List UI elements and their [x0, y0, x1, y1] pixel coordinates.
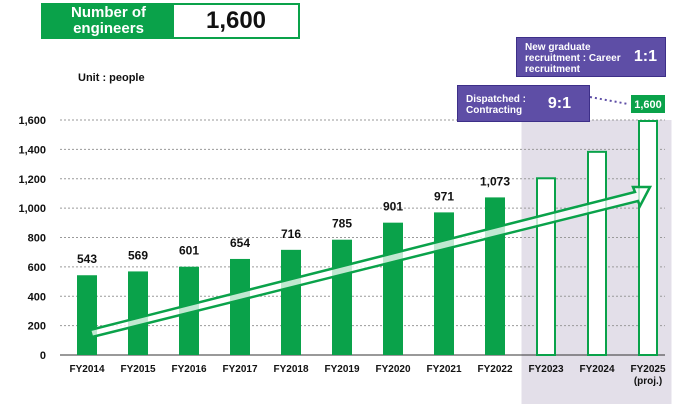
- recruitment-ratio-label: New graduate recruitment : Career recrui…: [525, 42, 621, 75]
- bar-fy2014: [77, 275, 97, 355]
- y-tick-label: 400: [28, 291, 46, 303]
- value-label: 601: [179, 244, 199, 258]
- bar-fy2021: [434, 212, 454, 355]
- bar-fy2018: [281, 249, 301, 355]
- bar-fy2025: [638, 120, 658, 356]
- x-tick-label: FY2021: [426, 364, 461, 375]
- value-label: 901: [383, 200, 403, 214]
- x-tick-label: FY2018: [273, 364, 308, 375]
- dispatch-ratio-note: Dispatched : Contracting 9:1: [457, 85, 590, 122]
- x-tick-label: FY2025: [630, 364, 665, 375]
- bar-fy2022: [485, 197, 505, 355]
- bar-fy2020: [383, 222, 403, 355]
- x-tick-label: FY2017: [222, 364, 257, 375]
- y-tick-label: 1,600: [18, 115, 46, 127]
- unit-label: Unit : people: [78, 72, 145, 84]
- recruitment-ratio-note: New graduate recruitment : Career recrui…: [516, 37, 666, 77]
- value-label: 1,073: [480, 174, 510, 188]
- y-tick-label: 0: [40, 350, 46, 362]
- header-value: 1,600: [205, 7, 267, 34]
- note-connector: [589, 96, 629, 105]
- value-label: 716: [281, 227, 301, 241]
- x-tick-label: FY2024: [579, 364, 614, 375]
- bar-fy2015: [128, 271, 148, 355]
- header-label: Number of engineers: [43, 5, 174, 37]
- dispatch-ratio-value: 9:1: [547, 95, 571, 112]
- x-tick-label: FY2023: [528, 364, 563, 375]
- bar-fy2023: [536, 177, 556, 356]
- bar-fy2019: [332, 239, 352, 355]
- recruitment-ratio-value: 1:1: [633, 48, 657, 65]
- value-label: 971: [434, 189, 454, 203]
- y-tick-label: 1,400: [18, 144, 46, 156]
- x-tick-label: FY2015: [120, 364, 155, 375]
- trend-arrow: [88, 185, 653, 339]
- y-tick-label: 200: [28, 321, 46, 333]
- bar-fy2024: [587, 150, 607, 356]
- y-tick-label: 1,000: [18, 203, 46, 215]
- x-tick-sublabel: (proj.): [634, 376, 662, 387]
- x-tick-label: FY2020: [375, 364, 410, 375]
- bar-fy2017: [230, 258, 250, 355]
- value-label: 543: [77, 252, 97, 266]
- x-tick-label: FY2014: [69, 364, 104, 375]
- dispatch-ratio-label: Dispatched : Contracting: [466, 94, 527, 116]
- header-box: Number of engineers 1,600: [41, 3, 300, 39]
- value-label: 654: [230, 236, 250, 250]
- value-label: 785: [332, 217, 352, 231]
- x-tick-label: FY2022: [477, 364, 512, 375]
- x-tick-label: FY2016: [171, 364, 206, 375]
- y-tick-label: 1,200: [18, 174, 46, 186]
- y-tick-label: 600: [28, 262, 46, 274]
- y-tick-label: 800: [28, 233, 46, 245]
- value-label: 1,600: [634, 99, 662, 111]
- value-label: 569: [128, 248, 148, 262]
- value-badge: [631, 95, 665, 113]
- x-tick-label: FY2019: [324, 364, 359, 375]
